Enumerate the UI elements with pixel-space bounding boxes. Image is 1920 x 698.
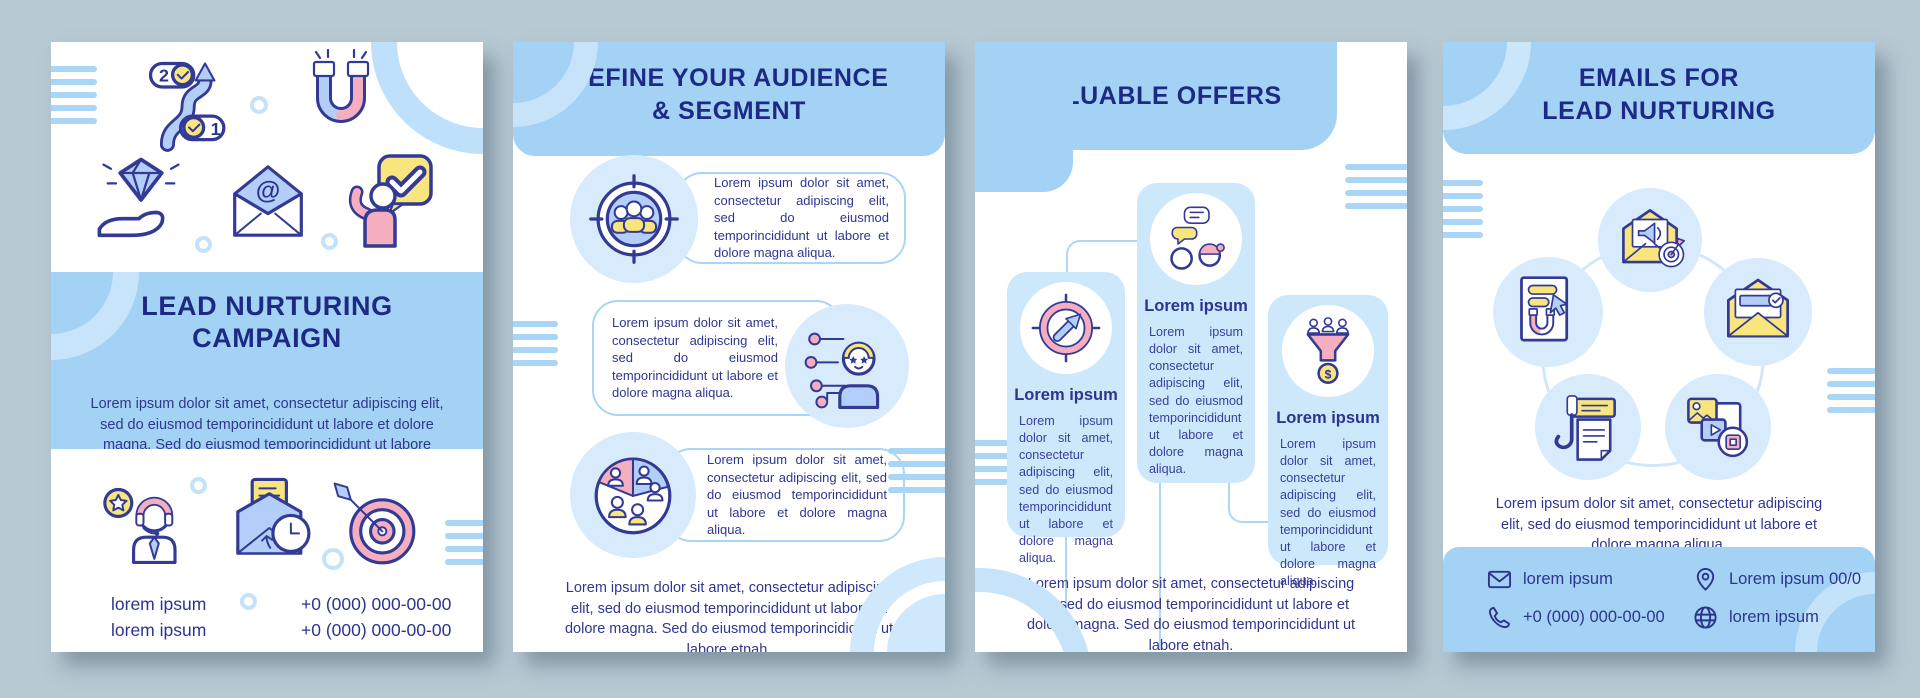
title-line: EMAILS FOR — [1578, 64, 1740, 92]
connector-line — [1065, 537, 1067, 650]
page-cover: 2 1 @ LEAD — [51, 42, 483, 652]
title-band: LEAD NURTURING CAMPAIGN Lorem ipsum dolo… — [51, 272, 483, 449]
email-schedule-icon — [236, 477, 311, 555]
page-audience: DEFINE YOUR AUDIENCE & SEGMENT Lorem ips… — [513, 42, 945, 652]
offers-footer-text: Lorem ipsum dolor sit amet, consectetur … — [1026, 576, 1356, 652]
svg-text:$: $ — [1325, 367, 1332, 381]
title-line: LEAD NURTURING — [141, 291, 393, 321]
title-line: & SEGMENT — [651, 96, 807, 125]
contact-label: +0 (000) 000-00-00 — [1523, 608, 1665, 626]
svg-text:1: 1 — [211, 119, 221, 139]
contact-address: Lorem ipsum 00/0 — [1693, 567, 1861, 592]
audience-footer-text: Lorem ipsum dolor sit amet, consectetur … — [564, 580, 894, 652]
connector-line — [1066, 240, 1137, 272]
audience-item-bubble: Lorem ipsum dolor sit amet, consectetur … — [676, 172, 906, 264]
segmentation-pie-icon — [570, 432, 696, 558]
email-at-icon: @ — [233, 165, 303, 237]
contact-label: lorem ipsum — [1523, 570, 1613, 588]
title-line: DEFINE YOUR AUDIENCE — [569, 64, 889, 92]
offer-card: Lorem ipsum Lorem ipsum dolor sit amet, … — [1137, 183, 1255, 483]
support-agent-icon — [103, 487, 177, 564]
person-approval-icon — [348, 154, 433, 248]
connector-line — [1159, 483, 1161, 650]
sales-funnel-icon: $ — [1282, 305, 1374, 397]
page-title: DEFINE YOUR AUDIENCE & SEGMENT — [513, 62, 945, 127]
phone-icon — [1488, 606, 1511, 629]
dot-decor — [190, 477, 207, 494]
conversation-icon — [1150, 193, 1242, 285]
stripes-decor — [513, 321, 558, 366]
target-dart-icon — [333, 482, 416, 565]
growth-target-icon — [1020, 282, 1112, 374]
page-emails: EMAILS FOR LEAD NURTURING — [1443, 42, 1875, 652]
magnet-icon — [312, 48, 370, 123]
phone-number: +0 (000) 000-00-00 — [301, 620, 452, 640]
contact-label: lorem ipsum — [1729, 608, 1819, 626]
stripes-decor — [975, 440, 1020, 485]
dot-decor — [321, 233, 338, 250]
contact-footer: lorem ipsum Lorem ipsum 00/0 +0 (000) 00… — [1443, 547, 1875, 652]
dot-decor — [250, 96, 268, 114]
process-steps-icon: 2 1 — [148, 61, 226, 152]
svg-text:@: @ — [256, 177, 281, 205]
title-band: EMAILS FOR LEAD NURTURING — [1443, 42, 1875, 154]
title-line: LEAD NURTURING — [1542, 96, 1776, 125]
dot-decor — [195, 236, 212, 253]
contact-label: Lorem ipsum 00/0 — [1729, 570, 1862, 588]
audience-target-icon — [570, 155, 698, 283]
contact-phone: +0 (000) 000-00-00 — [1487, 605, 1665, 630]
cover-phones: +0 (000) 000-00-00 +0 (000) 000-00-00 — [301, 594, 451, 646]
confirmation-email-icon — [1704, 258, 1812, 366]
cover-description: Lorem ipsum dolor sit amet, consectetur … — [90, 396, 444, 449]
contact-email: lorem ipsum — [1487, 567, 1613, 592]
cover-links: lorem ipsum lorem ipsum — [111, 594, 206, 646]
title-line: CAMPAIGN — [192, 323, 342, 354]
stripes-decor — [51, 66, 97, 124]
connector-line — [1228, 483, 1268, 523]
card-title: Lorem ipsum — [1276, 409, 1380, 427]
contact-website: lorem ipsum — [1693, 605, 1819, 630]
title-band: DEFINE YOUR AUDIENCE & SEGMENT — [513, 42, 945, 156]
svg-text:2: 2 — [159, 65, 169, 85]
stripes-decor — [1345, 164, 1407, 209]
stripes-decor — [1827, 368, 1875, 413]
location-pin-icon — [1696, 567, 1715, 591]
card-title: Lorem ipsum — [1144, 297, 1248, 315]
phone-number: +0 (000) 000-00-00 — [301, 594, 452, 614]
ai-media-icon — [1665, 374, 1771, 480]
card-title: Lorem ipsum — [1014, 386, 1118, 404]
page-title: EMAILS FOR LEAD NURTURING — [1443, 62, 1875, 127]
landing-page-icon — [1493, 257, 1603, 367]
circle-decor — [850, 557, 945, 652]
buyer-persona-icon — [785, 304, 909, 428]
page-title: LEAD NURTURING CAMPAIGN — [51, 290, 483, 355]
globe-icon — [1694, 606, 1717, 629]
stripes-decor — [1443, 180, 1483, 238]
stripes-decor — [445, 520, 483, 565]
page-offers: VALUABLE OFFERS Lorem ipsum Lorem ipsum … — [975, 42, 1407, 652]
announcement-email-icon — [1598, 188, 1702, 292]
card-body: Lorem ipsum dolor sit amet, consectetur … — [1149, 325, 1243, 476]
item-text: Lorem ipsum dolor sit amet, consectetur … — [707, 452, 887, 538]
offer-card: Lorem ipsum Lorem ipsum dolor sit amet, … — [1007, 272, 1125, 565]
card-body: Lorem ipsum dolor sit amet, consectetur … — [1280, 437, 1376, 588]
link-text: lorem ipsum — [111, 620, 207, 640]
audience-item-bubble: Lorem ipsum dolor sit amet, consectetur … — [665, 448, 905, 542]
card-body: Lorem ipsum dolor sit amet, consectetur … — [1019, 414, 1113, 565]
link-text: lorem ipsum — [111, 594, 207, 614]
item-text: Lorem ipsum dolor sit amet, consectetur … — [714, 175, 889, 261]
mail-icon — [1487, 570, 1512, 589]
dot-decor — [240, 593, 257, 610]
dot-decor — [322, 548, 344, 570]
title-band-tab — [975, 42, 1073, 192]
offer-card: $ Lorem ipsum Lorem ipsum dolor sit amet… — [1268, 295, 1388, 588]
stripes-decor — [888, 448, 945, 493]
item-text: Lorem ipsum dolor sit amet, consectetur … — [612, 315, 778, 401]
lead-magnet-icon — [1535, 374, 1641, 480]
diamond-hand-icon — [97, 157, 180, 238]
